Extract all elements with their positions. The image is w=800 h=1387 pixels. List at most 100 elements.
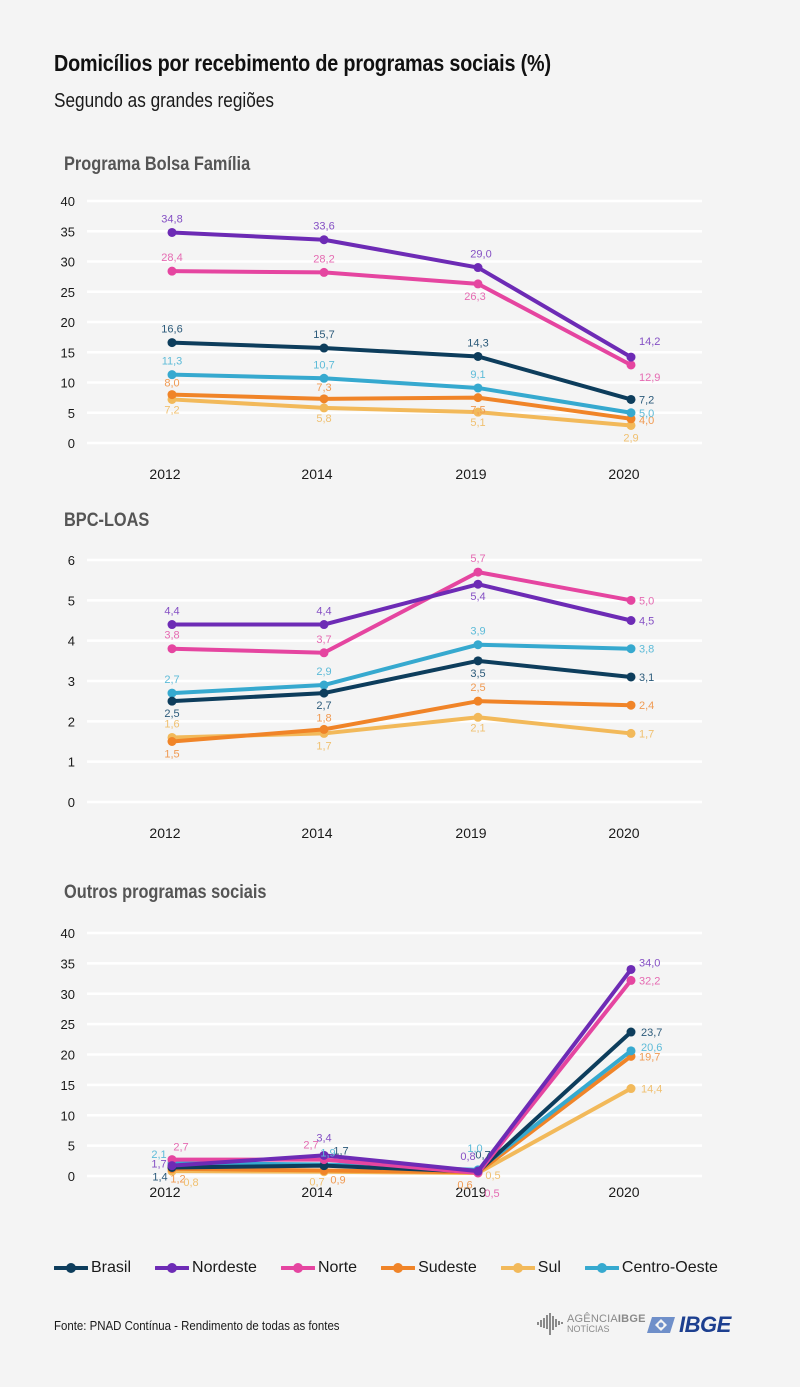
data-point [473,351,483,361]
data-point [319,680,329,690]
data-label: 2,1 [470,722,485,734]
data-label: 1,4 [152,1171,167,1183]
data-point [626,672,636,682]
legend-label: Brasil [91,1259,132,1276]
data-point [626,352,636,362]
chart-title-bolsa-familia: Programa Bolsa Família [64,154,251,175]
chart-bolsa-familia: 0 5 10 15 20 25 30 35 40 2012 2014 2019 2020 16,6 15,7… [61,194,702,482]
data-label: 5,7 [470,553,485,565]
data-label: 14,2 [639,336,660,348]
data-point [167,266,177,276]
data-point [473,1166,483,1176]
series-line-sul [170,397,633,428]
data-label: 5,0 [639,408,654,420]
data-point [626,1027,636,1037]
legend-marker-icon [500,1263,535,1273]
data-label: 0,5 [485,1170,500,1182]
data-label: 2,7 [164,674,179,686]
data-label: 2,7 [303,1140,318,1152]
legend-marker-icon [54,1263,88,1273]
data-label: 28,2 [313,253,334,265]
data-label: 1,7 [639,728,654,740]
agencia-label: AGÊNCIA [567,1313,618,1325]
data-point [626,408,636,418]
x-tick-label: 2014 [301,825,332,841]
legend-label: Sudeste [418,1259,477,1276]
data-label: 0,6 [457,1179,472,1191]
legend-item-centro-oeste: Centro-Oeste [584,1259,718,1277]
y-tick-label: 15 [61,1078,75,1093]
y-tick-label: 35 [61,956,75,971]
data-point [473,640,483,650]
series-line-sudeste [170,1054,633,1175]
legend-item-sudeste: Sudeste [381,1259,477,1277]
data-point [473,696,483,706]
data-point [167,644,177,654]
data-label: 1,2 [170,1174,185,1186]
data-point [626,1046,636,1056]
series-line-sudeste [170,699,633,744]
data-point [167,390,177,400]
data-label: 4,5 [639,616,654,628]
legend-label: Norte [317,1259,358,1276]
data-label: 0,8 [183,1177,198,1189]
y-tick-label: 15 [61,345,75,360]
x-tick-label: 2012 [149,1184,180,1200]
series-line-norte [170,978,633,1175]
data-label: 2,9 [623,432,638,444]
data-label: 1,7 [151,1159,166,1171]
data-label: 14,4 [641,1084,662,1096]
ibge-logo: IBGE [646,1312,731,1338]
data-point [319,620,329,630]
data-label: 32,2 [639,975,660,987]
series-line-brasil [170,658,633,704]
data-point [626,595,636,605]
data-point [167,696,177,706]
series-line-norte [170,570,633,655]
data-label: 19,7 [639,1051,660,1063]
chart-title-bpc-loas: BPC-LOAS [64,510,150,531]
data-label: 33,6 [313,221,334,233]
y-tick-label: 0 [68,436,75,451]
data-point [626,394,636,404]
x-tick-label: 2012 [149,825,180,841]
ibge-wordmark: IBGE [679,1312,731,1337]
data-label: 1,5 [164,749,179,761]
legend-item-brasil: Brasil [54,1259,131,1277]
data-point [319,688,329,698]
series-line-centro-oeste [170,372,633,415]
data-label: 2,9 [316,666,331,678]
x-tick-label: 2014 [301,466,332,482]
legend-label: Nordeste [192,1259,257,1276]
data-point [626,420,636,430]
data-point [473,263,483,273]
data-label: 4,0 [639,415,654,427]
y-tick-label: 25 [61,285,75,300]
y-tick-label: 30 [61,987,75,1002]
data-point [473,393,483,403]
legend-marker-icon [584,1263,619,1273]
legend-label: Sul [537,1259,561,1276]
data-point [626,644,636,654]
legend-label: Centro-Oeste [621,1259,718,1276]
data-label: 3,7 [316,634,331,646]
series-line-centro-oeste [170,642,633,696]
data-label: 0,7 [309,1177,324,1189]
data-point [626,616,636,625]
series-line-norte [170,269,633,367]
data-label: 1,7 [316,740,331,752]
data-point [473,407,483,417]
data-label: 0,5 [484,1188,499,1200]
y-tick-label: 3 [68,674,75,689]
chart-title-outros-programas: Outros programas sociais [64,882,267,903]
data-label: 2,1 [151,1149,166,1161]
page-subtitle: Segundo as grandes regiões [54,90,274,112]
data-label: 1,7 [333,1146,348,1158]
series-line-nordeste [170,230,633,360]
data-label: 3,9 [470,626,485,638]
data-point [167,737,177,746]
ibge-emblem-icon [647,1317,675,1333]
noticias-label: NOTÍCIAS [567,1324,610,1334]
data-label: 1,0 [467,1143,482,1155]
